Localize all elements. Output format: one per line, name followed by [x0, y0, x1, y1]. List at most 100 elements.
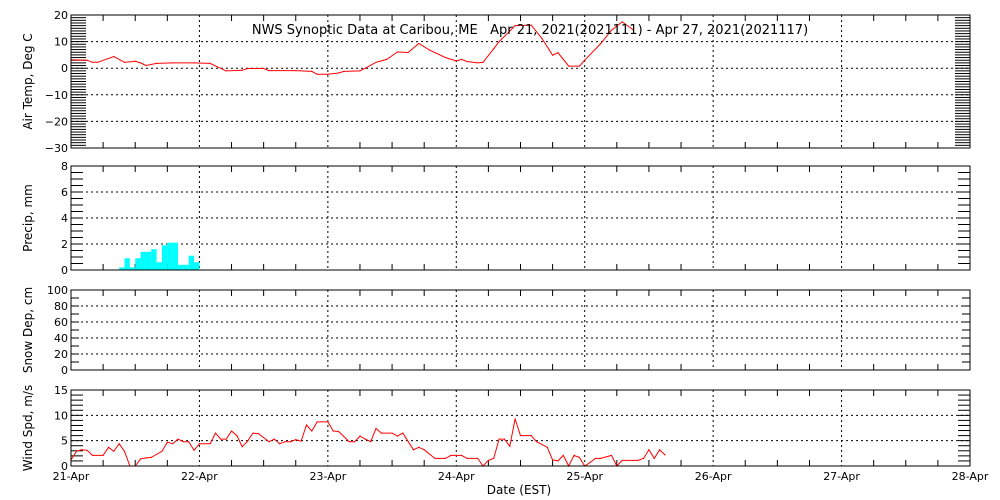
x-tick-label: 26-Apr	[695, 470, 732, 483]
data-point	[594, 457, 597, 459]
y-tick-label: 2	[61, 238, 68, 251]
data-point	[327, 421, 329, 423]
y-tick-label: 8	[61, 160, 68, 173]
data-point	[139, 458, 142, 460]
data-point	[182, 441, 184, 443]
data-point	[145, 457, 147, 459]
data-point	[193, 449, 195, 451]
data-point	[493, 457, 495, 459]
data-point	[268, 69, 270, 72]
precip-bar	[151, 249, 157, 270]
data-point	[461, 454, 463, 456]
precip-bar	[145, 251, 152, 270]
data-point	[246, 67, 249, 70]
data-point	[477, 62, 479, 64]
data-point	[295, 69, 297, 72]
data-point	[434, 457, 436, 459]
data-point	[102, 454, 104, 456]
data-point	[107, 446, 110, 448]
x-tick-label: 25-Apr	[566, 470, 603, 483]
data-point	[653, 457, 655, 459]
data-point	[337, 430, 340, 433]
data-point	[295, 439, 297, 441]
data-point	[364, 67, 366, 69]
data-point	[509, 30, 511, 32]
data-point	[637, 459, 639, 462]
data-point	[466, 457, 468, 459]
precip-bar	[194, 262, 200, 270]
data-point	[305, 424, 308, 426]
data-point	[514, 418, 516, 420]
data-point	[498, 438, 500, 440]
data-point	[423, 449, 425, 451]
y-tick-label: −30	[45, 142, 68, 155]
x-tick-label: 22-Apr	[181, 470, 218, 483]
panel-2: 100 80 60 40 20 0 Snow Dep, cm	[21, 284, 971, 377]
y-tick-label: 15	[54, 384, 68, 397]
data-point	[600, 457, 602, 459]
data-point	[337, 72, 340, 74]
wind-speed-line	[70, 418, 666, 468]
data-point	[75, 450, 77, 452]
x-tick-label: 23-Apr	[309, 470, 346, 483]
data-point	[444, 457, 447, 459]
data-point	[273, 438, 275, 440]
data-point	[562, 454, 564, 456]
data-point	[589, 461, 591, 464]
y-tick-label: 20	[54, 348, 68, 361]
data-point	[241, 446, 243, 448]
data-point	[482, 61, 484, 63]
data-point	[552, 54, 554, 56]
precip-bar	[172, 242, 179, 270]
data-point	[81, 449, 83, 451]
data-point	[118, 443, 120, 445]
data-point	[552, 459, 554, 461]
data-point	[214, 432, 217, 434]
y-axis-label: Precip, mm	[21, 184, 35, 252]
data-point	[370, 441, 372, 443]
panel-3: 15 10 5 0 Wind Spd, m/s	[21, 384, 971, 473]
y-tick-label: 100	[47, 284, 68, 297]
data-point	[113, 450, 115, 452]
x-tick-label: 27-Apr	[823, 470, 860, 483]
precip-bar	[119, 267, 125, 270]
data-point	[546, 446, 548, 448]
data-point	[610, 29, 613, 31]
data-point	[364, 438, 366, 440]
precip-bar	[140, 251, 146, 270]
data-point	[444, 56, 447, 59]
x-axis-label: Date (EST)	[487, 483, 551, 497]
data-point	[198, 443, 201, 445]
data-point	[300, 440, 302, 442]
y-tick-label: −10	[45, 89, 68, 102]
data-point	[578, 65, 580, 67]
data-point	[359, 70, 361, 72]
data-point	[621, 459, 623, 462]
panel-frame	[70, 389, 971, 467]
data-point	[97, 61, 99, 63]
data-point	[664, 454, 666, 456]
precip-bar	[183, 264, 189, 270]
precip-bar	[188, 255, 195, 270]
data-point	[380, 432, 382, 434]
precip-bar	[178, 264, 184, 270]
y-tick-label: 5	[61, 435, 68, 448]
data-point	[632, 29, 634, 31]
precip-bar	[161, 245, 168, 270]
data-point	[284, 441, 286, 443]
data-point	[407, 51, 409, 54]
data-point	[177, 438, 179, 440]
panel-frame	[70, 165, 971, 271]
data-point	[252, 432, 254, 434]
data-point	[230, 430, 233, 432]
data-point	[123, 450, 126, 452]
data-point	[509, 445, 511, 447]
x-tick-label: 21-Apr	[53, 470, 90, 483]
data-point	[139, 62, 142, 64]
data-point	[166, 441, 168, 443]
precip-bar	[156, 262, 162, 270]
data-point	[557, 52, 559, 54]
data-point	[391, 432, 393, 434]
y-tick-label: 0	[61, 364, 68, 377]
data-point	[161, 450, 163, 452]
